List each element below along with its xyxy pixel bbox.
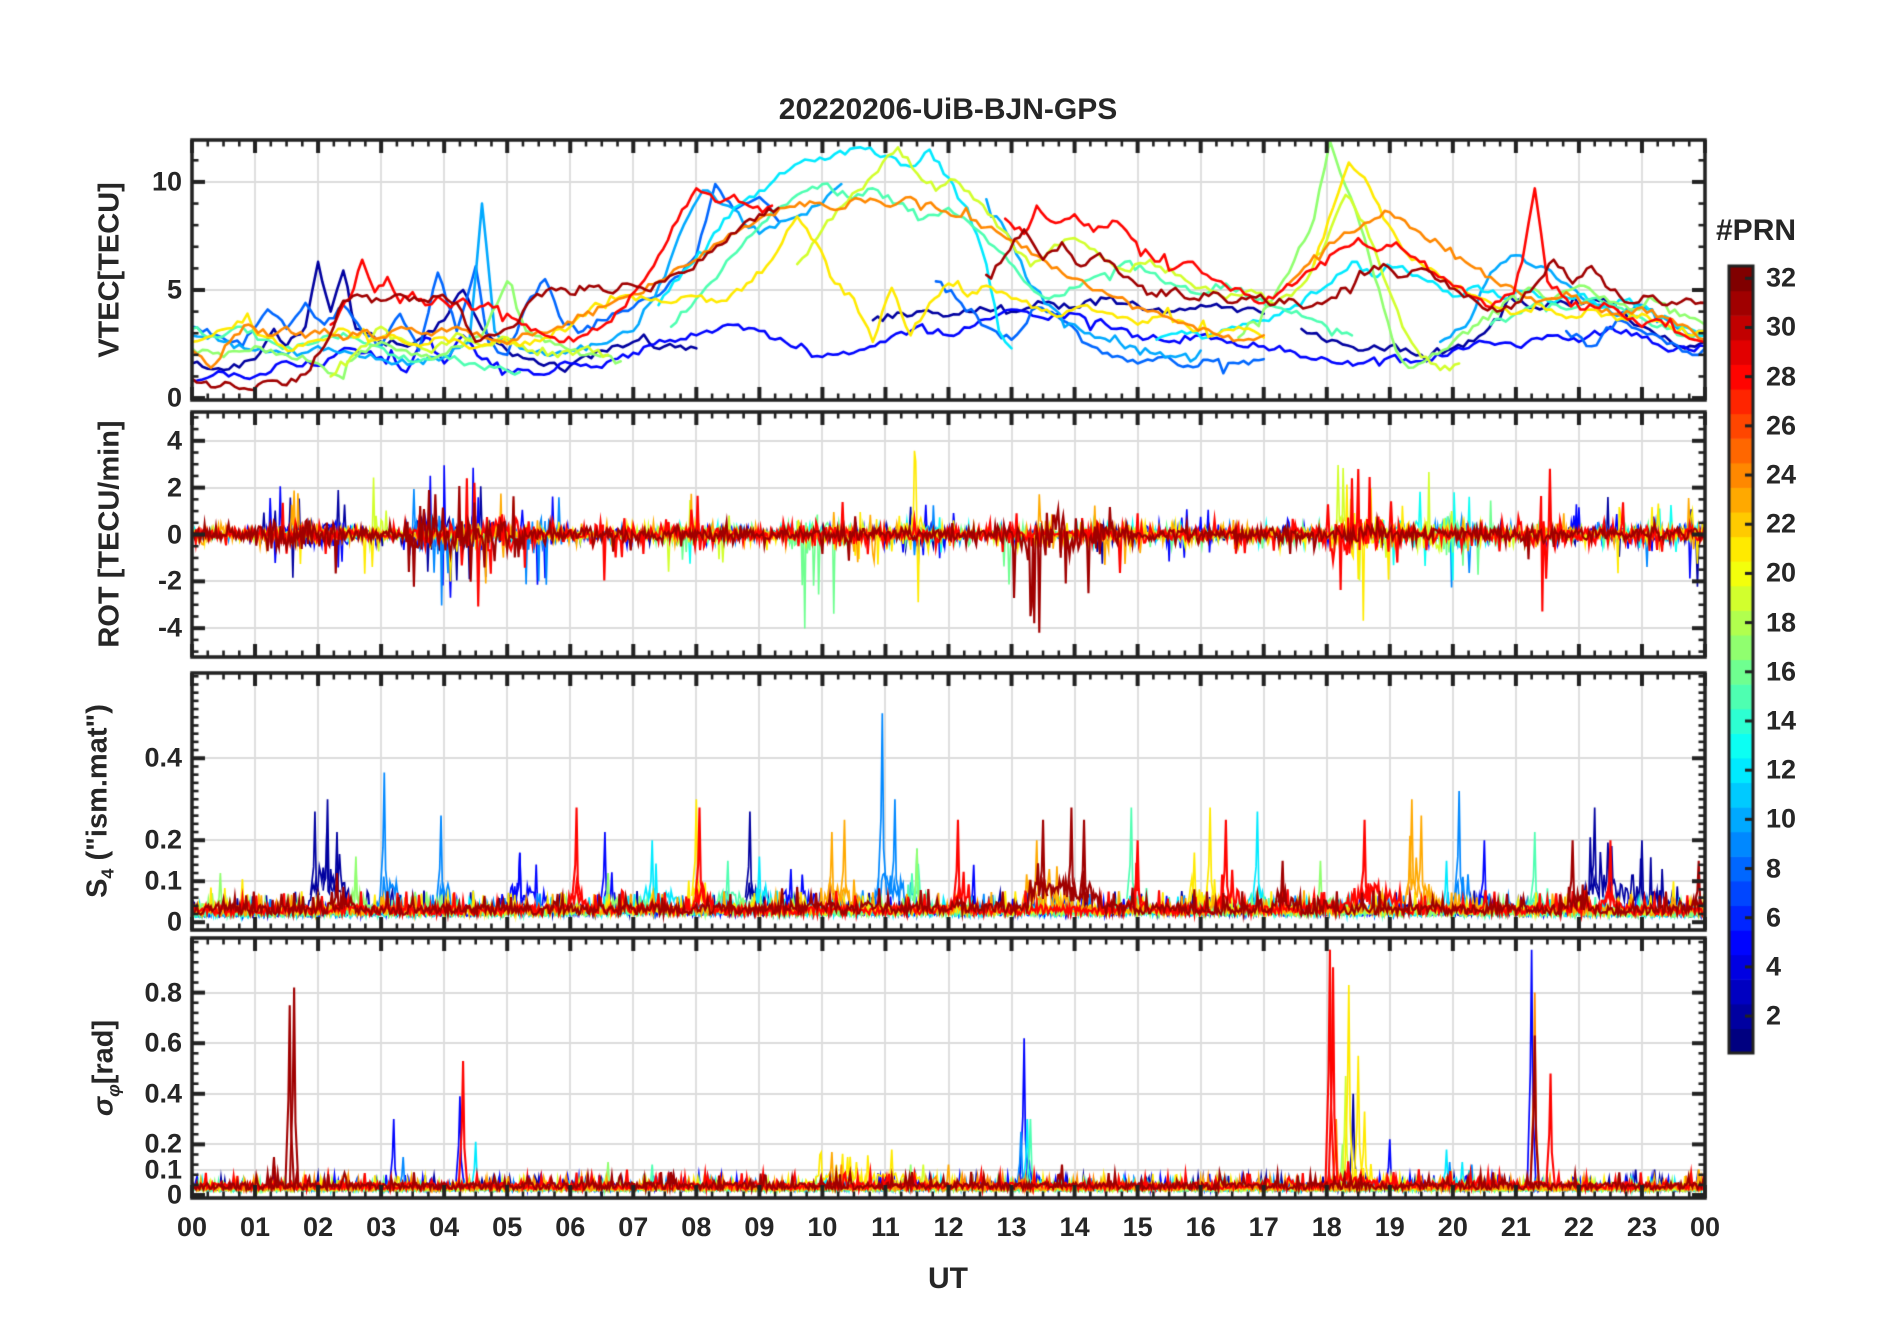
colorbar-tick-label: 26 bbox=[1766, 410, 1797, 441]
x-tick-label: 11 bbox=[871, 1212, 900, 1242]
y-tick-label: 0.6 bbox=[144, 1027, 182, 1058]
x-tick-label: 23 bbox=[1626, 1212, 1657, 1242]
x-tick-label: 22 bbox=[1563, 1212, 1594, 1242]
y-tick-label: 10 bbox=[151, 166, 182, 197]
y-tick-label: 0.2 bbox=[144, 824, 182, 855]
colorbar-tick-label: 12 bbox=[1766, 754, 1797, 785]
colorbar-title: #PRN bbox=[1716, 214, 1797, 247]
x-tick-label: 08 bbox=[681, 1212, 712, 1242]
x-tick-label: 03 bbox=[366, 1212, 397, 1242]
colorbar-tick-label: 22 bbox=[1766, 508, 1797, 539]
y-tick-label: 0.8 bbox=[144, 977, 182, 1008]
x-tick-label: 02 bbox=[303, 1212, 334, 1242]
colorbar-tick-label: 30 bbox=[1766, 311, 1797, 342]
colorbar-tick-label: 8 bbox=[1766, 853, 1782, 884]
x-tick-label: 05 bbox=[492, 1212, 523, 1242]
y-tick-label: 4 bbox=[166, 425, 182, 456]
colorbar-tick-label: 16 bbox=[1766, 656, 1797, 687]
colorbar-tick-label: 4 bbox=[1766, 951, 1782, 982]
x-tick-label: 07 bbox=[618, 1212, 649, 1242]
x-tick-label: 18 bbox=[1311, 1212, 1342, 1242]
y-tick-label: 0.4 bbox=[144, 742, 182, 773]
y-tick-label: -2 bbox=[157, 565, 182, 596]
colorbar-tick-label: 6 bbox=[1766, 902, 1782, 933]
y-axis-label-rot-text: ROT [TECU/min] bbox=[93, 420, 126, 648]
x-tick-label: 17 bbox=[1248, 1212, 1279, 1242]
y-tick-label: 0 bbox=[166, 519, 182, 549]
colorbar-tick-label: 10 bbox=[1766, 803, 1797, 834]
y-axis-label-s4: S4 ("ism.mat") bbox=[81, 704, 118, 898]
colorbar-tick-label: 18 bbox=[1766, 607, 1797, 638]
y-tick-label: 0.2 bbox=[144, 1128, 182, 1159]
x-tick-label: 00 bbox=[176, 1212, 208, 1242]
y-tick-label: 0 bbox=[166, 906, 182, 937]
colorbar-tick-label: 20 bbox=[1766, 557, 1797, 588]
x-tick-label: 15 bbox=[1122, 1212, 1153, 1242]
colorbar-tick-label: 24 bbox=[1766, 459, 1797, 490]
y-tick-label: 5 bbox=[166, 274, 182, 305]
y-tick-label: 2 bbox=[166, 472, 182, 503]
y-axis-label-rot: ROT [TECU/min] bbox=[94, 420, 131, 647]
x-tick-label: 16 bbox=[1185, 1212, 1216, 1242]
y-axis-label-sigma-text: σ bbox=[87, 1096, 120, 1117]
y-axis-label-vtec-text: VTEC[TECU] bbox=[93, 182, 126, 358]
x-tick-label: 21 bbox=[1500, 1212, 1531, 1242]
x-tick-label: 13 bbox=[996, 1212, 1027, 1242]
colorbar-tick-label: 28 bbox=[1766, 361, 1797, 392]
colorbar-tick-label: 2 bbox=[1766, 1000, 1782, 1031]
y-tick-label: 0 bbox=[166, 1179, 182, 1210]
y-tick-label: -4 bbox=[157, 612, 182, 643]
x-tick-label: 00 bbox=[1689, 1212, 1721, 1242]
y-tick-label: 0.1 bbox=[144, 865, 182, 896]
y-axis-label-sigma-phi: σφ[rad] bbox=[87, 1019, 124, 1117]
x-tick-label: 20 bbox=[1437, 1212, 1468, 1242]
x-tick-label: 12 bbox=[933, 1212, 964, 1242]
x-tick-label: 06 bbox=[555, 1212, 586, 1242]
x-tick-label: 01 bbox=[240, 1212, 271, 1242]
y-axis-label-s4-text: S bbox=[81, 878, 114, 898]
y-tick-label: 0.1 bbox=[144, 1154, 182, 1185]
chart-title: 20220206-UiB-BJN-GPS bbox=[778, 93, 1118, 126]
y-tick-label: 0.4 bbox=[144, 1078, 182, 1109]
x-axis-label: UT bbox=[928, 1262, 968, 1295]
y-axis-label-vtec: VTEC[TECU] bbox=[94, 182, 131, 358]
colorbar-tick-label: 14 bbox=[1766, 705, 1797, 736]
x-tick-label: 09 bbox=[744, 1212, 775, 1242]
colorbar-tick-label: 32 bbox=[1766, 262, 1797, 293]
x-tick-label: 14 bbox=[1059, 1212, 1090, 1242]
y-tick-label: 0 bbox=[166, 382, 182, 413]
x-tick-label: 10 bbox=[807, 1212, 838, 1242]
x-tick-label: 04 bbox=[429, 1212, 460, 1242]
x-tick-label: 19 bbox=[1374, 1212, 1405, 1242]
